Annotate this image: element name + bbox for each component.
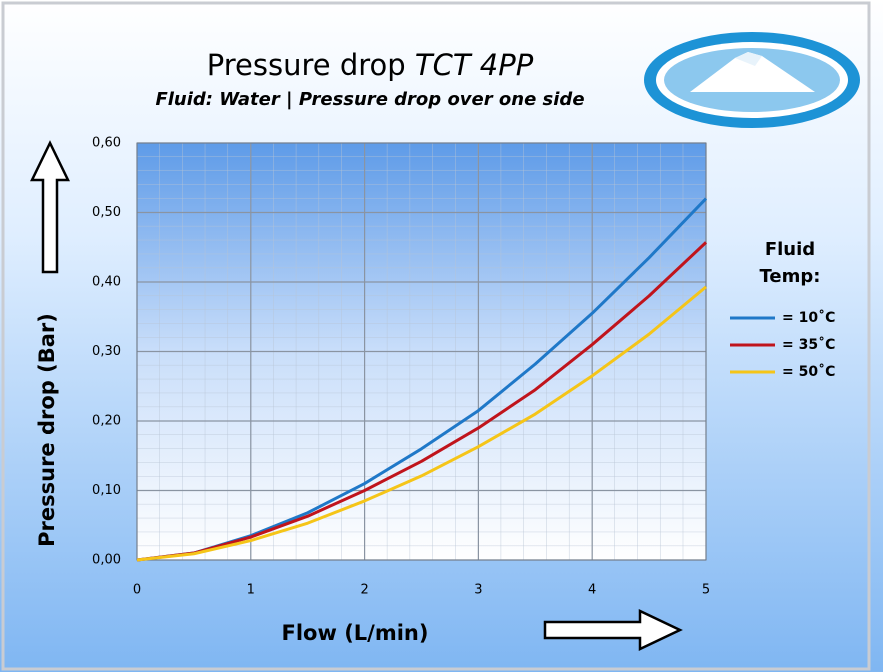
y-tick-label: 0,60: [92, 136, 121, 151]
x-arrow: [543, 609, 683, 651]
x-axis-label: Flow (L/min): [282, 621, 429, 645]
y-axis-label: Pressure drop (Bar): [35, 313, 59, 547]
y-arrow: [30, 140, 70, 274]
logo: [644, 32, 860, 128]
legend-label: = 10˚C: [782, 309, 835, 326]
x-tick-label: 1: [247, 583, 255, 598]
x-tick-label: 0: [133, 583, 141, 598]
y-tick-label: 0,10: [92, 483, 121, 498]
series-line: [136, 285, 707, 562]
title-text: Pressure drop: [207, 48, 406, 82]
chart-title: Pressure drop TCT 4PP: [207, 48, 534, 82]
x-tick-label: 3: [474, 583, 482, 598]
y-tick-label: 0,30: [92, 344, 121, 359]
subtitle: Fluid: Water | Pressure drop over one si…: [155, 89, 584, 110]
y-tick-label: 0,00: [92, 553, 121, 568]
legend-label: = 35˚C: [782, 336, 835, 353]
y-tick-label: 0,20: [92, 414, 121, 429]
x-tick-label: 2: [360, 583, 368, 598]
y-tick-label: 0,50: [92, 205, 121, 220]
x-tick-label: 4: [588, 583, 596, 598]
x-tick-label: 5: [702, 583, 710, 598]
legend-title: Temp:: [760, 266, 821, 287]
legend-label: = 50˚C: [782, 363, 835, 380]
plot-border: [136, 142, 707, 561]
series-line: [136, 241, 708, 562]
title-model: TCT 4PP: [415, 48, 534, 82]
y-tick-label: 0,40: [92, 275, 121, 290]
legend-title: Fluid: [765, 239, 815, 260]
